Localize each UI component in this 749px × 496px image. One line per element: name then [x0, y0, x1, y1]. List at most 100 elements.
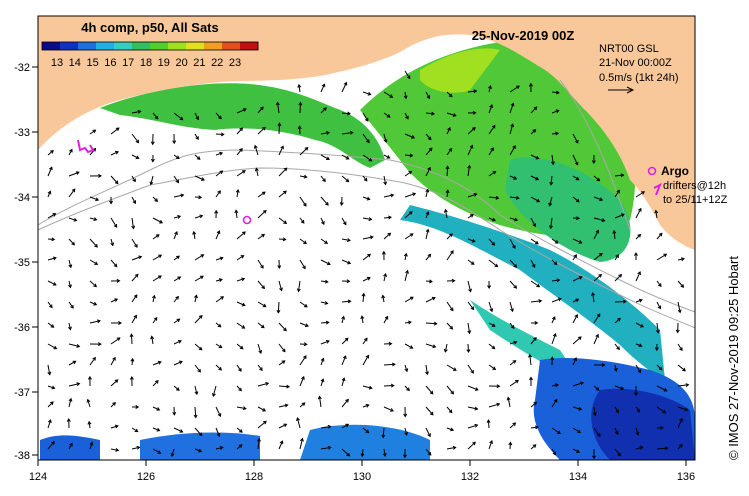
current-arrow [425, 147, 433, 156]
current-arrow [635, 406, 641, 413]
current-arrow [362, 404, 369, 408]
current-arrow [257, 259, 264, 269]
current-arrow [278, 322, 287, 332]
current-arrow [341, 355, 347, 366]
current-arrow [383, 216, 392, 219]
current-arrow [215, 112, 222, 119]
current-arrow-head [239, 127, 244, 132]
current-arrow-head [533, 106, 538, 111]
current-arrow [572, 314, 578, 324]
argo-legend-title: Argo [661, 164, 689, 178]
y-tick-35: -35 [14, 257, 30, 269]
current-arrow [152, 406, 160, 411]
current-arrow-head [445, 189, 450, 194]
current-arrow [130, 334, 133, 345]
current-arrow [614, 274, 622, 282]
current-arrow [47, 343, 57, 350]
current-arrow-head [487, 285, 492, 290]
current-arrow [68, 149, 73, 156]
current-arrow [383, 448, 386, 457]
current-arrow-head [427, 136, 432, 141]
current-arrow [572, 382, 584, 387]
current-arrow-head [198, 195, 203, 200]
current-arrow [425, 343, 436, 348]
current-arrow [257, 191, 266, 198]
current-arrow-head [262, 126, 266, 131]
current-arrow-head [636, 408, 641, 413]
land-mass [38, 16, 695, 250]
current-arrow-head [405, 115, 409, 120]
current-arrow [362, 253, 371, 261]
current-arrow [110, 175, 119, 184]
current-arrow-head [515, 195, 520, 200]
current-arrow [425, 211, 429, 219]
current-arrow [467, 238, 475, 243]
current-arrow-head [467, 330, 472, 335]
current-arrow [425, 112, 435, 115]
current-arrow-head [75, 171, 80, 175]
current-arrow [215, 257, 223, 261]
current-arrow [278, 404, 288, 408]
current-arrow [550, 217, 553, 229]
current-arrow-head [159, 219, 164, 224]
current-arrow [236, 278, 245, 282]
current-arrow [194, 385, 198, 395]
current-arrow-head [96, 319, 101, 324]
current-arrow-head [448, 93, 453, 98]
current-arrow [507, 397, 511, 408]
legend-title: 4h comp, p50, All Sats [81, 20, 219, 35]
colorbar-label: 14 [69, 57, 81, 69]
current-arrow-head [513, 264, 518, 268]
current-arrow-head [366, 196, 371, 201]
current-arrow [361, 316, 364, 324]
current-arrow-head [489, 104, 494, 109]
current-arrow [131, 427, 138, 433]
current-arrow-head [384, 315, 389, 320]
current-arrow-head [129, 333, 134, 338]
current-arrow [425, 280, 433, 283]
current-arrow [425, 167, 431, 177]
current-arrow [68, 280, 71, 288]
current-arrow [68, 259, 72, 268]
current-arrow-head [196, 156, 201, 160]
current-arrow-head [47, 190, 52, 195]
current-arrow-head [150, 335, 155, 340]
current-arrow [47, 441, 55, 450]
current-arrow [530, 259, 536, 268]
current-arrow-head [387, 232, 392, 237]
x-tick-134: 134 [569, 471, 587, 483]
current-arrow-head [152, 294, 156, 299]
current-arrow-head [577, 429, 582, 434]
current-arrow-head [450, 427, 455, 432]
current-arrow [551, 333, 557, 345]
current-arrow-head [170, 453, 175, 458]
current-arrow-head [52, 256, 57, 261]
current-arrow-head [134, 428, 139, 433]
current-arrow [320, 379, 324, 387]
current-arrow-head [573, 254, 577, 258]
current-arrow [572, 336, 582, 345]
current-arrow-head [529, 376, 533, 381]
current-arrow [278, 190, 287, 198]
current-arrow [467, 364, 474, 374]
current-arrow [320, 446, 331, 450]
current-arrow [444, 209, 448, 219]
current-arrow-head [492, 366, 497, 370]
current-arrow [404, 321, 412, 324]
current-arrow [152, 361, 162, 366]
current-arrow [509, 422, 516, 429]
current-arrow-head [491, 323, 496, 327]
current-arrow [320, 280, 328, 283]
current-arrow-head [450, 390, 455, 395]
current-arrow [47, 401, 54, 408]
current-arrow-head [317, 395, 322, 400]
current-arrow [299, 217, 305, 224]
current-arrow-head [363, 337, 368, 342]
current-arrow-head [301, 402, 306, 407]
current-arrow-head [158, 275, 162, 279]
current-arrow [614, 427, 619, 435]
current-arrow-head [533, 336, 537, 341]
colorbar-label: 18 [140, 57, 152, 69]
current-arrow-head [341, 315, 346, 320]
current-arrow [131, 154, 139, 159]
